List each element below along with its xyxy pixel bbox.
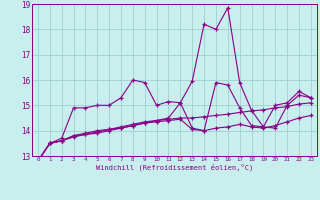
X-axis label: Windchill (Refroidissement éolien,°C): Windchill (Refroidissement éolien,°C)	[96, 164, 253, 171]
